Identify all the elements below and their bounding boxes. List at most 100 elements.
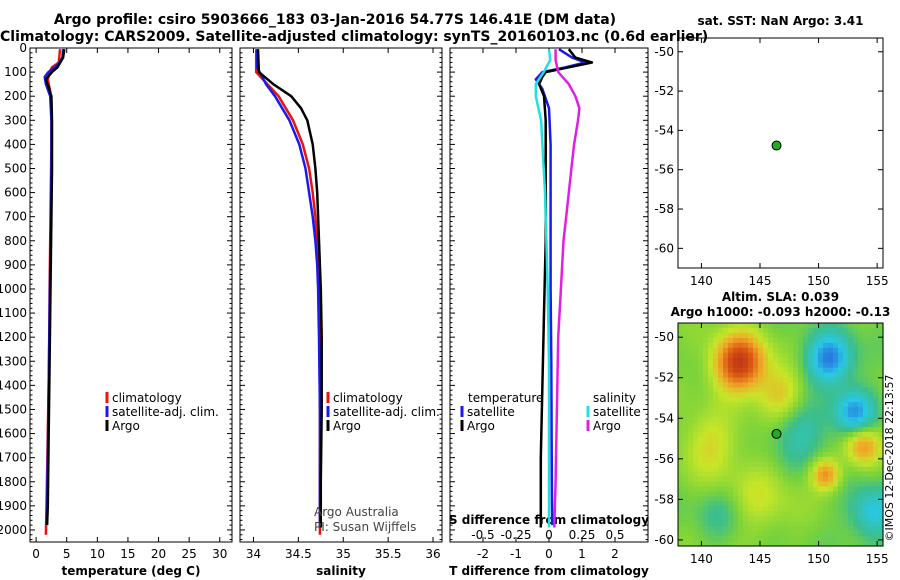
sla-heatmap-cell xyxy=(708,407,714,413)
sla-heatmap-cell xyxy=(783,446,789,453)
sla-heatmap-cell xyxy=(833,491,839,498)
sla-heatmap-cell xyxy=(783,496,789,502)
sla-heatmap-cell xyxy=(693,461,699,468)
sla-heatmap-cell xyxy=(738,461,744,468)
sla-heatmap-cell xyxy=(803,412,809,418)
sla-heatmap-cell xyxy=(703,427,709,433)
sla-heatmap-cell xyxy=(843,397,849,403)
sla-heatmap-cell xyxy=(813,397,819,403)
sla-heatmap-cell xyxy=(813,427,819,433)
sla-heatmap-cell xyxy=(778,427,784,433)
sla-heatmap-cell xyxy=(743,387,749,393)
sla-heatmap-cell xyxy=(863,377,869,384)
sla-heatmap-cell xyxy=(823,372,829,379)
sla-heatmap-cell xyxy=(773,402,779,408)
sla-heatmap-cell xyxy=(813,367,819,374)
sla-heatmap-cell xyxy=(878,456,884,463)
sla-heatmap-cell xyxy=(728,402,734,408)
sla-heatmap-cell xyxy=(838,427,844,433)
sla-heatmap-cell xyxy=(708,501,714,507)
sla-heatmap-cell xyxy=(828,337,834,344)
sla-heatmap-cell xyxy=(693,501,699,507)
sla-heatmap-cell xyxy=(798,501,804,507)
sla-heatmap-cell xyxy=(773,332,779,339)
sla-heatmap-cell xyxy=(683,476,689,483)
sla-heatmap-cell xyxy=(838,362,844,369)
sla-heatmap-cell xyxy=(683,541,689,547)
sla-heatmap-cell xyxy=(743,342,749,349)
sla-heatmap-cell xyxy=(753,372,759,379)
sla-heatmap-cell xyxy=(833,481,839,488)
sla-heatmap-cell xyxy=(728,332,734,339)
sla-heatmap-cell xyxy=(783,531,789,537)
sla-heatmap-cell xyxy=(863,491,869,498)
sla-heatmap-cell xyxy=(803,541,809,547)
temperature-xlabel: temperature (deg C) xyxy=(62,564,201,578)
sla-heatmap-cell xyxy=(813,372,819,379)
sla-heatmap-cell xyxy=(718,432,724,438)
sla-heatmap-cell xyxy=(873,506,879,512)
sla-heatmap-cell xyxy=(698,432,704,438)
sla-heatmap-cell xyxy=(848,347,854,354)
sla-heatmap-cell xyxy=(828,422,834,428)
sla-heatmap-cell xyxy=(713,521,719,527)
sla-heatmap-cell xyxy=(693,476,699,483)
sla-heatmap-cell xyxy=(783,471,789,478)
sla-heatmap-cell xyxy=(693,496,699,502)
sla-heatmap-cell xyxy=(758,372,764,379)
sla-heatmap-cell xyxy=(723,323,729,329)
sla-heatmap-cell xyxy=(688,486,694,493)
sla-heatmap-cell xyxy=(818,372,824,379)
sla-heatmap-cell xyxy=(713,501,719,507)
sla-heatmap-cell xyxy=(878,327,884,334)
sla-heatmap-cell xyxy=(758,481,764,488)
sla-heatmap-cell xyxy=(703,402,709,408)
sla-heatmap-cell xyxy=(708,337,714,344)
sla-heatmap-cell xyxy=(678,352,684,359)
sla-heatmap-cell xyxy=(693,422,699,428)
sla-heatmap-cell xyxy=(758,536,764,542)
sla-heatmap-cell xyxy=(728,476,734,483)
sla-heatmap-cell xyxy=(693,541,699,547)
sla-heatmap-cell xyxy=(823,446,829,453)
sla-heatmap-cell xyxy=(808,427,814,433)
sla-heatmap-cell xyxy=(868,436,874,443)
sla-heatmap-cell xyxy=(878,422,884,428)
sla-heatmap-cell xyxy=(848,481,854,488)
sla-heatmap-cell xyxy=(808,446,814,453)
sla-heatmap-cell xyxy=(788,436,794,443)
sla-heatmap-cell xyxy=(798,486,804,493)
sla-heatmap-cell xyxy=(853,337,859,344)
sla-heatmap-cell xyxy=(708,387,714,393)
sla-heatmap-cell xyxy=(753,471,759,478)
sla-heatmap-cell xyxy=(803,506,809,512)
sla-heatmap-cell xyxy=(828,461,834,468)
depth-tick-label: 1600 xyxy=(0,427,27,441)
sla-heatmap-cell xyxy=(773,536,779,542)
sla-xtick-label: 145 xyxy=(749,552,772,566)
sla-heatmap-cell xyxy=(828,362,834,369)
sla-heatmap-cell xyxy=(753,352,759,359)
sla-heatmap-cell xyxy=(853,531,859,537)
sla-heatmap-cell xyxy=(863,521,869,527)
sla-heatmap-field xyxy=(678,323,884,547)
sla-heatmap-cell xyxy=(873,466,879,473)
sla-heatmap-cell xyxy=(823,367,829,374)
sla-heatmap-cell xyxy=(873,327,879,334)
sla-heatmap-cell xyxy=(738,521,744,527)
sla-heatmap-cell xyxy=(858,392,864,398)
sla-heatmap-cell xyxy=(788,461,794,468)
sla-heatmap-cell xyxy=(808,422,814,428)
sla-heatmap-cell xyxy=(723,352,729,359)
sla-heatmap-cell xyxy=(803,377,809,384)
sla-heatmap-cell xyxy=(743,456,749,463)
sla-heatmap-cell xyxy=(738,441,744,448)
sla-heatmap-cell xyxy=(778,521,784,527)
sla-heatmap-cell xyxy=(843,516,849,522)
sla-heatmap-cell xyxy=(693,332,699,339)
sla-heatmap-cell xyxy=(768,342,774,349)
sla-heatmap-cell xyxy=(758,332,764,339)
sla-heatmap-cell xyxy=(838,417,844,423)
sla-heatmap-cell xyxy=(843,377,849,384)
sla-heatmap-cell xyxy=(788,471,794,478)
